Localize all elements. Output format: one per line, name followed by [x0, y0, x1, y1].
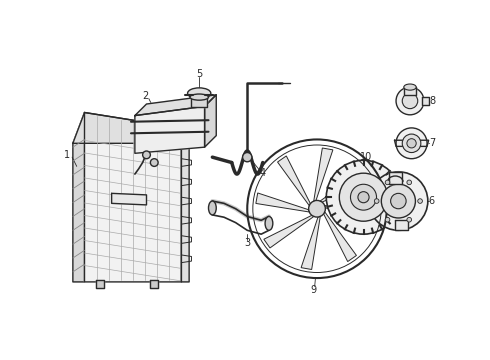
Circle shape	[309, 201, 325, 217]
Polygon shape	[181, 128, 189, 282]
Circle shape	[396, 128, 427, 159]
Polygon shape	[112, 193, 147, 205]
Polygon shape	[389, 172, 402, 184]
Circle shape	[385, 217, 390, 222]
Polygon shape	[301, 216, 320, 270]
Circle shape	[350, 184, 376, 210]
Ellipse shape	[188, 88, 211, 99]
Text: 10: 10	[360, 152, 372, 162]
Polygon shape	[73, 112, 181, 143]
Circle shape	[150, 159, 158, 166]
Text: 6: 6	[429, 196, 435, 206]
Polygon shape	[84, 112, 181, 282]
Ellipse shape	[265, 216, 273, 230]
Polygon shape	[73, 112, 84, 282]
Text: 7: 7	[429, 138, 436, 148]
Circle shape	[402, 134, 421, 153]
Circle shape	[326, 160, 401, 234]
Circle shape	[374, 199, 379, 203]
Circle shape	[407, 139, 416, 148]
Polygon shape	[394, 140, 429, 147]
Text: 3: 3	[244, 238, 250, 248]
Polygon shape	[320, 170, 370, 202]
Circle shape	[358, 192, 369, 203]
Polygon shape	[256, 193, 309, 212]
Polygon shape	[135, 95, 216, 116]
Text: 4: 4	[260, 167, 266, 177]
Polygon shape	[205, 95, 216, 147]
Ellipse shape	[209, 201, 216, 215]
Circle shape	[339, 173, 388, 221]
Circle shape	[385, 180, 390, 185]
Text: 2: 2	[142, 91, 148, 100]
Text: 5: 5	[196, 69, 202, 79]
Circle shape	[369, 172, 428, 230]
Polygon shape	[277, 156, 310, 206]
Polygon shape	[404, 87, 416, 95]
Circle shape	[391, 193, 406, 209]
Polygon shape	[323, 212, 356, 262]
Text: 9: 9	[310, 285, 316, 294]
Text: 8: 8	[429, 96, 436, 106]
Polygon shape	[264, 215, 314, 248]
Text: 1: 1	[64, 150, 71, 160]
Polygon shape	[421, 97, 429, 105]
Polygon shape	[96, 280, 104, 288]
Circle shape	[407, 217, 412, 222]
Polygon shape	[314, 148, 333, 201]
Ellipse shape	[404, 84, 416, 90]
Circle shape	[396, 87, 424, 115]
Circle shape	[407, 180, 412, 185]
Polygon shape	[150, 280, 158, 288]
Polygon shape	[394, 220, 408, 230]
Circle shape	[243, 153, 252, 162]
Ellipse shape	[190, 94, 209, 100]
Polygon shape	[325, 206, 378, 225]
Circle shape	[402, 93, 418, 109]
Circle shape	[381, 184, 416, 218]
Circle shape	[143, 151, 150, 159]
Polygon shape	[192, 97, 207, 107]
Circle shape	[418, 199, 422, 203]
Polygon shape	[135, 106, 205, 153]
